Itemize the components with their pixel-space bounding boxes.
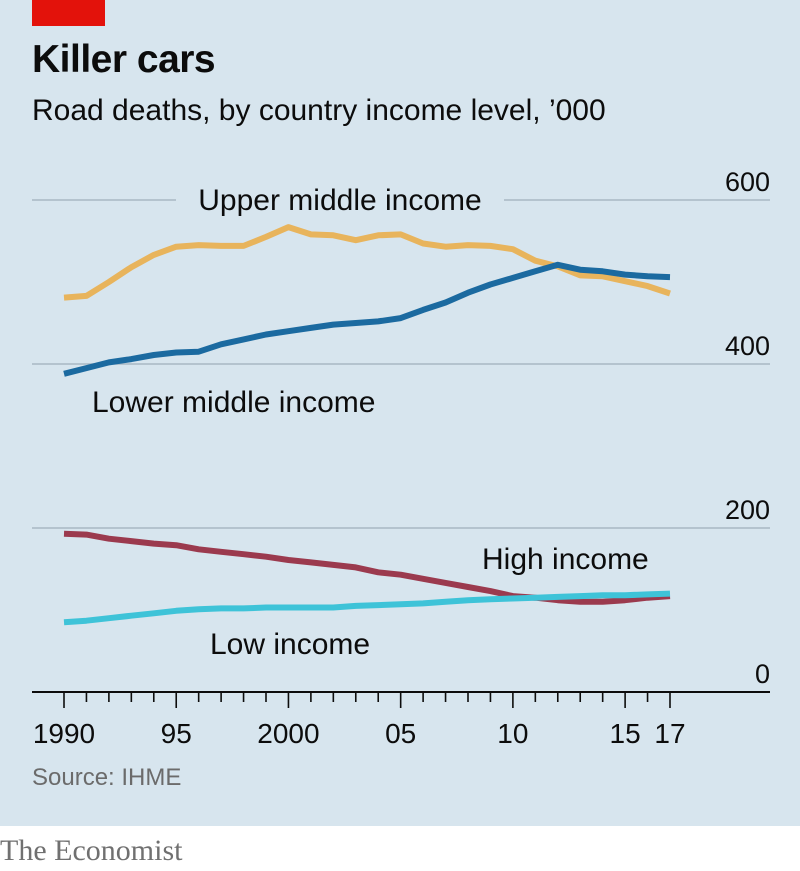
y-tick-label: 600 [725,167,770,197]
x-tick-label: 05 [385,718,416,749]
x-tick-label: 95 [161,718,192,749]
gridlines: 0 200 400 600 [32,167,770,689]
series-annotation: Lower middle income [92,386,375,419]
series-line [63,530,671,605]
annotations: Upper middle income Lower middle income Hi… [92,184,649,661]
x-tick-label: 10 [497,718,528,749]
annotation-background [176,182,504,220]
y-tick-label: 200 [725,495,770,525]
series-lines [63,224,671,626]
brand-accent-tag [32,0,105,26]
chart-subtitle: Road deaths, by country income level, ’0… [32,94,606,127]
series-annotation: Low income [210,628,370,661]
series-annotation: Upper middle income [198,184,481,217]
x-tick-label: 17 [654,718,685,749]
publisher-logo: The Economist [0,834,183,867]
y-tick-label: 0 [755,659,770,689]
x-tick-label: 15 [610,718,641,749]
x-tick-label: 1990 [33,718,95,749]
series-line [63,261,671,377]
y-tick-label: 400 [725,331,770,361]
line-chart: 0 200 400 600 1990 95 2000 05 10 15 17 Upper midd… [32,167,770,749]
series-line [63,590,671,626]
x-axis: 1990 95 2000 05 10 15 17 [32,691,770,749]
chart-panel [0,0,800,826]
series-annotation: High income [482,543,649,576]
source-note: Source: IHME [32,764,182,791]
series-line [63,224,671,301]
chart-title: Killer cars [32,38,216,81]
x-tick-label: 2000 [257,718,319,749]
